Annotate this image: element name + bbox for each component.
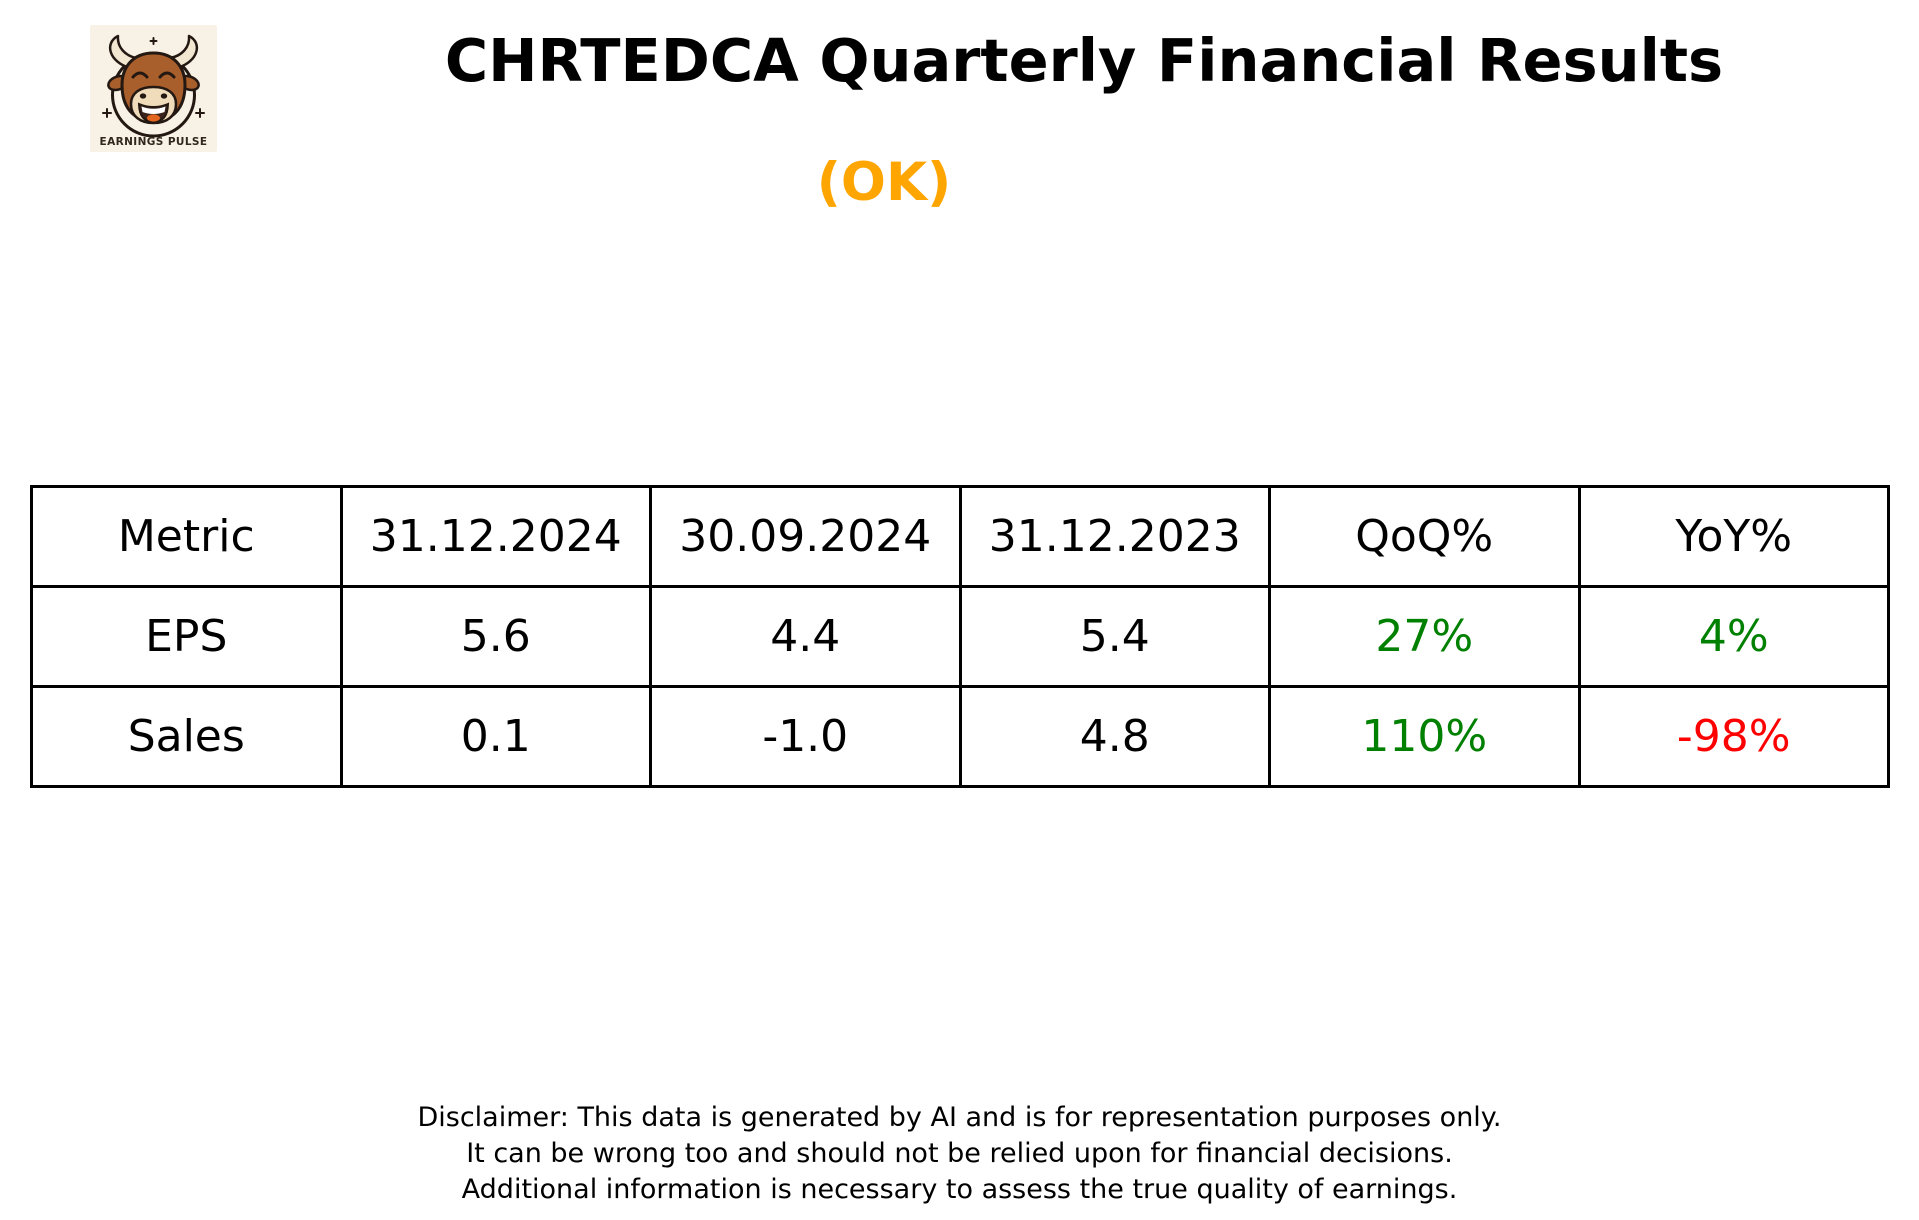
cell-value: -1.0 <box>649 685 962 788</box>
brand-name: EARNINGS PULSE <box>100 136 208 148</box>
cell-value: 5.6 <box>339 585 652 688</box>
column-header-q-yearago: 31.12.2023 <box>958 485 1271 588</box>
disclaimer-line-1: Disclaimer: This data is generated by AI… <box>417 1102 1502 1133</box>
cell-yoy-pct: -98% <box>1577 685 1890 788</box>
cell-value: 4.8 <box>958 685 1271 788</box>
table-row-sales: Sales 0.1 -1.0 4.8 110% -98% <box>30 685 1890 788</box>
bull-eyes-icon <box>131 71 176 79</box>
header-row: Metric 31.12.2024 30.09.2024 31.12.2023 … <box>30 485 1890 588</box>
cell-qoq-pct: 27% <box>1268 585 1581 688</box>
bull-nostrils <box>139 93 168 99</box>
sparkle-icons <box>102 37 205 118</box>
bull-mouth <box>137 102 170 124</box>
disclaimer: Disclaimer: This data is generated by AI… <box>0 1100 1919 1208</box>
disclaimer-line-3: Additional information is necessary to a… <box>461 1174 1458 1205</box>
laughing-bull-icon: EARNINGS PULSE <box>90 25 217 152</box>
rating-subtitle: (OK) <box>816 152 952 213</box>
financial-results-table: Metric 31.12.2024 30.09.2024 31.12.2023 … <box>30 485 1890 788</box>
cell-metric: Sales <box>30 685 343 788</box>
cell-qoq-pct: 110% <box>1268 685 1581 788</box>
cell-value: 0.1 <box>339 685 652 788</box>
column-header-q-previous: 30.09.2024 <box>649 485 962 588</box>
column-header-yoy: YoY% <box>1577 485 1890 588</box>
page-title: CHRTEDCA Quarterly Financial Results <box>444 26 1724 95</box>
table-header: Metric 31.12.2024 30.09.2024 31.12.2023 … <box>30 485 1890 588</box>
brand-logo: EARNINGS PULSE <box>90 25 217 152</box>
column-header-metric: Metric <box>30 485 343 588</box>
table-row-eps: EPS 5.6 4.4 5.4 27% 4% <box>30 585 1890 688</box>
cell-metric: EPS <box>30 585 343 688</box>
cell-yoy-pct: 4% <box>1577 585 1890 688</box>
cell-value: 4.4 <box>649 585 962 688</box>
column-header-qoq: QoQ% <box>1268 485 1581 588</box>
disclaimer-line-2: It can be wrong too and should not be re… <box>466 1138 1453 1169</box>
cell-value: 5.4 <box>958 585 1271 688</box>
column-header-q-current: 31.12.2024 <box>339 485 652 588</box>
